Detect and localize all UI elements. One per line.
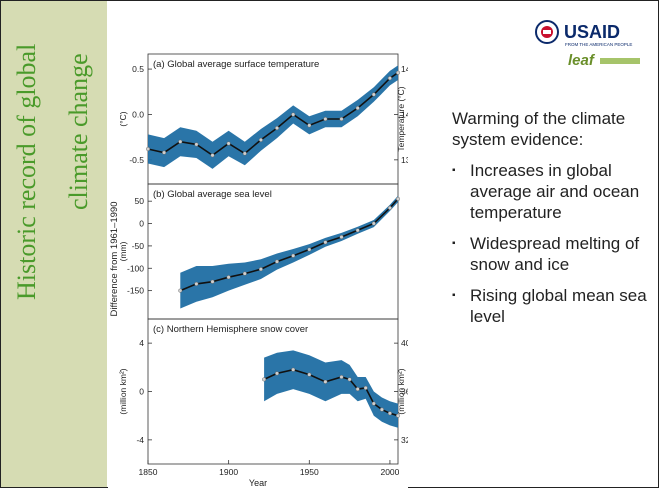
bullet-text: Rising global mean sea level	[470, 286, 647, 326]
y-tick-label: 0.5	[132, 64, 144, 74]
data-point	[262, 377, 267, 382]
data-point	[242, 151, 247, 156]
data-point	[194, 142, 199, 147]
leaf-logo-mark: leaf	[568, 52, 596, 69]
data-point	[291, 367, 296, 372]
climate-change-figure: (a) Global average surface temperature 0.…	[108, 44, 408, 490]
data-point	[371, 221, 376, 226]
x-tick-label: 1950	[300, 467, 319, 477]
right-axis-label: (million km²)	[396, 368, 406, 414]
data-point	[387, 205, 392, 210]
data-point	[274, 371, 279, 376]
data-point	[162, 150, 167, 155]
data-point	[274, 259, 279, 264]
y-tick-label: 50	[135, 196, 145, 206]
right-tick-label: 40	[401, 338, 408, 348]
data-point	[379, 407, 384, 412]
data-point	[210, 153, 215, 158]
y-tick-label: -50	[132, 241, 145, 251]
data-point	[274, 126, 279, 131]
data-point	[396, 196, 401, 201]
data-point	[355, 387, 360, 392]
bullet-list: ▪ Increases in global average air and oce…	[452, 160, 652, 327]
data-point	[307, 247, 312, 252]
y-tick-label: 4	[139, 338, 144, 348]
data-point	[242, 271, 247, 276]
data-point	[323, 116, 328, 121]
uncertainty-band	[180, 195, 398, 309]
right-tick-label: 36	[401, 387, 408, 397]
x-tick-label: 1850	[139, 467, 158, 477]
data-point	[339, 375, 344, 380]
x-axis-label: Year	[249, 478, 267, 488]
right-tick-label: 32	[401, 435, 408, 445]
y-axis-unit-label: (°C)	[118, 111, 128, 126]
slide-title-line-2: climate change	[64, 53, 93, 210]
y-tick-label: -4	[136, 435, 144, 445]
bullet-item: ▪ Widespread melting of snow and ice	[452, 234, 640, 274]
data-point	[258, 137, 263, 142]
data-point	[355, 228, 360, 233]
panel-title: (c) Northern Hemisphere snow cover	[153, 324, 308, 335]
data-point	[291, 253, 296, 258]
data-point	[339, 234, 344, 239]
x-tick-label: 2000	[380, 467, 399, 477]
data-point	[347, 377, 352, 382]
data-point	[291, 112, 296, 117]
leaf-logo-stripe	[600, 58, 640, 64]
data-point	[323, 240, 328, 245]
bullet-text: Widespread melting of snow and ice	[470, 234, 640, 274]
right-axis-label: Temperature (°C)	[396, 86, 406, 151]
data-point	[307, 123, 312, 128]
title-sidebar	[1, 1, 107, 487]
usaid-tagline: FROM THE AMERICAN PEOPLE	[565, 42, 632, 47]
data-point	[307, 372, 312, 377]
uncertainty-band	[264, 350, 398, 428]
bullet-text: Increases in global average air and ocea…	[470, 161, 640, 222]
bullet-item: ▪ Rising global mean sea level	[452, 286, 647, 326]
right-tick-label: 14.5	[401, 64, 408, 74]
y-tick-label: -100	[127, 263, 144, 273]
data-point	[355, 106, 360, 111]
panel-title: (b) Global average sea level	[153, 189, 272, 200]
body-lead: Warming of the climate system evidence:	[452, 109, 626, 149]
data-point	[146, 146, 151, 151]
bullet-item: ▪ Increases in global average air and oce…	[452, 161, 640, 222]
panel-title: (a) Global average surface temperature	[153, 59, 319, 70]
data-point	[387, 411, 392, 416]
shared-y-axis-label: Difference from 1961–1990	[109, 202, 120, 317]
y-tick-label: 0	[139, 387, 144, 397]
data-point	[396, 413, 401, 418]
y-tick-label: 0	[139, 219, 144, 229]
slide-body: Warming of the climate system evidence: …	[452, 108, 652, 337]
data-point	[178, 288, 183, 293]
data-point	[258, 267, 263, 272]
data-point	[226, 141, 231, 146]
x-tick-label: 1900	[219, 467, 238, 477]
usaid-logo: USAID FROM THE AMERICAN PEOPLE leaf	[535, 20, 640, 69]
data-point	[371, 92, 376, 97]
data-point	[323, 379, 328, 384]
data-point	[363, 385, 368, 390]
data-point	[226, 275, 231, 280]
y-axis-unit-label: (mm)	[118, 241, 128, 261]
y-tick-label: 0.0	[132, 109, 144, 119]
y-tick-label: -0.5	[129, 155, 144, 165]
data-point	[210, 279, 215, 284]
data-point	[387, 76, 392, 81]
y-axis-unit-label: (million km²)	[118, 368, 128, 414]
right-tick-label: 13.5	[401, 155, 408, 165]
right-tick-label: 14.0	[401, 109, 408, 119]
data-point	[178, 139, 183, 144]
uncertainty-band	[148, 65, 398, 169]
data-point	[396, 70, 401, 75]
data-point	[194, 281, 199, 286]
slide-title-line-1: Historic record of global	[12, 43, 41, 300]
y-tick-label: -150	[127, 286, 144, 296]
data-point	[339, 116, 344, 121]
data-point	[371, 401, 376, 406]
usaid-wordmark: USAID	[564, 22, 620, 42]
